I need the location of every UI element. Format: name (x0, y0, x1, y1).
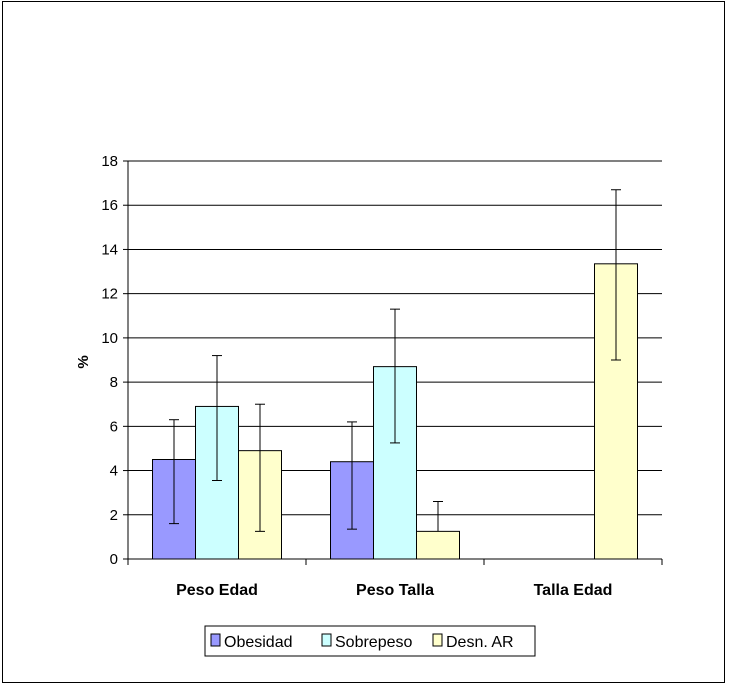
legend-label: Desn. AR (446, 634, 514, 651)
y-tick-label: 12 (101, 286, 118, 303)
category-label: Peso Talla (356, 582, 434, 599)
category-label: Peso Edad (176, 582, 258, 599)
y-tick-label: 6 (110, 418, 118, 435)
legend-label: Obesidad (224, 634, 293, 651)
y-tick-label: 8 (110, 374, 118, 391)
bar-desn-ar (416, 530, 460, 560)
y-tick-label: 10 (101, 330, 118, 347)
legend-swatch (210, 633, 221, 647)
bars (152, 263, 638, 560)
y-tick-labels: 0 2 4 6 8 10 12 14 16 18 (101, 153, 118, 568)
category-label: Talla Edad (534, 582, 613, 599)
error-bars (169, 189, 621, 532)
y-tick-label: 18 (101, 153, 118, 170)
legend-box (204, 625, 536, 657)
y-tick-label: 14 (101, 241, 118, 258)
y-tick-label: 2 (110, 507, 118, 524)
y-axis-label: % (75, 355, 92, 368)
axes (123, 160, 663, 565)
y-tick-label: 16 (101, 197, 118, 214)
category-labels: Peso Edad Peso Talla Talla Edad (176, 582, 612, 599)
legend-swatch (432, 633, 443, 647)
legend: Obesidad Sobrepeso Desn. AR (204, 625, 536, 657)
y-tick-label: 0 (110, 551, 118, 568)
legend-label: Sobrepeso (335, 634, 412, 651)
legend-swatch (321, 633, 332, 647)
y-tick-label: 4 (110, 463, 118, 480)
